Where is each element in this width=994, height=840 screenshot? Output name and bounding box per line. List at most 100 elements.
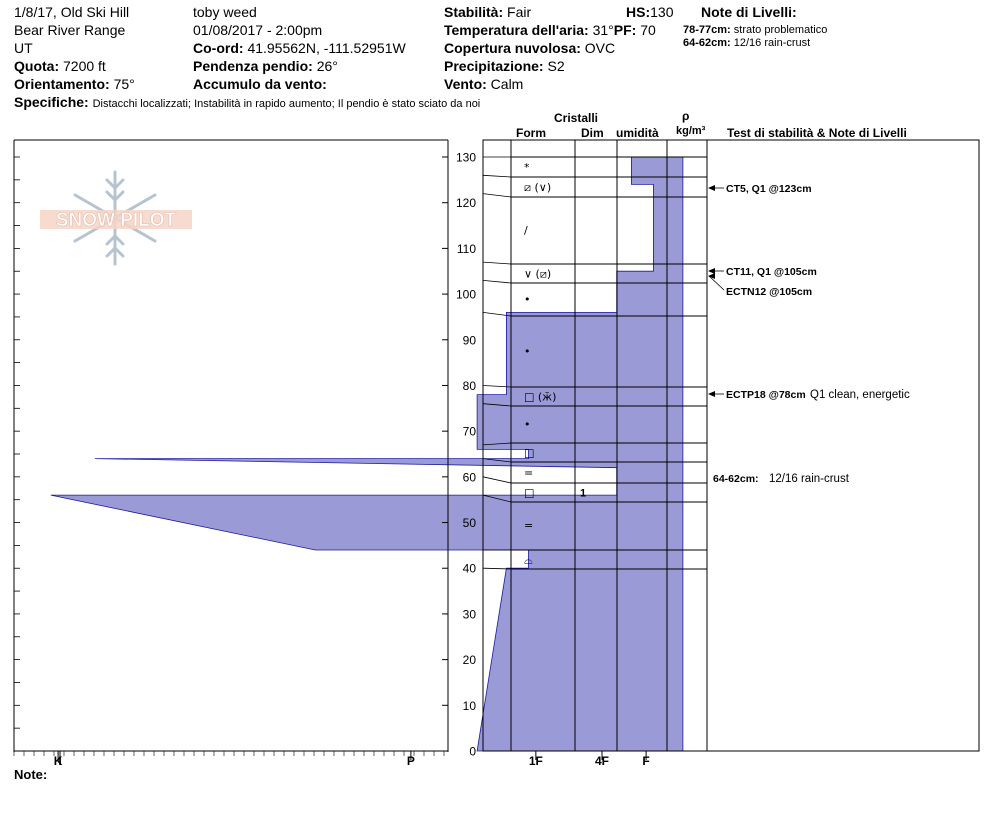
header-umidita: umidità bbox=[616, 126, 659, 140]
test-label: ECTN12 @105cm bbox=[726, 286, 812, 298]
header-rho: ρ bbox=[682, 109, 690, 123]
header-form: Form bbox=[516, 126, 546, 140]
hardness-profile-area bbox=[50, 156, 684, 752]
depth-tick-label: 20 bbox=[463, 653, 477, 667]
grain-form-symbol: * bbox=[524, 161, 530, 174]
grain-form-symbol: / bbox=[524, 224, 528, 237]
stab-row: Stabilità: Fair bbox=[444, 4, 531, 20]
grain-form-symbol: ⌓ bbox=[524, 554, 533, 567]
depth-tick-label: 30 bbox=[463, 607, 477, 621]
depth-tick-label: 80 bbox=[463, 379, 477, 393]
snowpilot-logo: SNOW PILOT bbox=[40, 170, 192, 266]
note-label: Note: bbox=[14, 767, 48, 782]
hs-row: HS:130 bbox=[626, 4, 673, 20]
depth-tick-label: 10 bbox=[463, 699, 477, 713]
layer-connector bbox=[482, 458, 512, 463]
depth-tick-label: 90 bbox=[463, 333, 477, 347]
coord-value: 41.95562N, -111.52951W bbox=[247, 40, 406, 56]
temp-row: Temperatura dell'aria: 31°PF: 70 bbox=[444, 22, 656, 38]
specifiche-row: Specifiche: Distacchi localizzati; Insta… bbox=[14, 94, 480, 112]
prec-row: Precipitazione: S2 bbox=[444, 58, 565, 74]
hardness-tick-label: 4F bbox=[595, 754, 609, 768]
location-line-3: UT bbox=[14, 40, 33, 56]
grain-form-symbol: ∨ (⧄) bbox=[524, 268, 551, 281]
note-livelli-2-text: 12/16 rain-crust bbox=[733, 37, 811, 49]
test-note: Q1 clean, energetic bbox=[810, 389, 910, 401]
hs-value: 130 bbox=[650, 4, 674, 20]
hardness-tick-label: K bbox=[54, 754, 63, 768]
depth-tick-label: 110 bbox=[457, 242, 476, 256]
quota-row: Quota: 7200 ft bbox=[14, 58, 106, 74]
note-livelli-1-text: strato problematico bbox=[733, 24, 828, 36]
layer-note-text: 12/16 rain-crust bbox=[769, 473, 850, 485]
stab-value: Fair bbox=[507, 4, 532, 20]
grain-form-symbol: □ bbox=[524, 447, 534, 460]
layer-connector bbox=[482, 442, 512, 446]
hardness-profile bbox=[50, 156, 684, 752]
orient-label: Orientamento: bbox=[14, 76, 110, 92]
coord-label: Co-ord: bbox=[193, 40, 244, 56]
hardness-tick-label: F bbox=[642, 754, 649, 768]
hardness-tick-label: P bbox=[407, 754, 415, 768]
layer-connector bbox=[482, 494, 512, 503]
test-arrow-head bbox=[708, 268, 715, 274]
layer-connector bbox=[482, 476, 512, 484]
header-dim: Dim bbox=[581, 126, 604, 140]
header-density: kg/m³ bbox=[676, 125, 706, 137]
stab-label: Stabilità: bbox=[444, 4, 504, 20]
cop-label: Copertura nuvolosa: bbox=[444, 40, 581, 56]
test-label: CT11, Q1 @105cm bbox=[726, 266, 817, 278]
layer-connector bbox=[482, 385, 512, 388]
datetime: 01/08/2017 - 2:00pm bbox=[193, 22, 323, 38]
layer-connector bbox=[482, 567, 512, 570]
depth-tick-label: 120 bbox=[456, 196, 476, 210]
depth-tick-label: 60 bbox=[463, 470, 477, 484]
depth-tick-label: 70 bbox=[463, 425, 477, 439]
snowpilot-logo-text: SNOW PILOT bbox=[56, 210, 177, 231]
test-arrow-line bbox=[708, 275, 725, 291]
pendenza-row: Pendenza pendio: 26° bbox=[193, 58, 338, 74]
layer-connector bbox=[482, 280, 512, 284]
accumulo-label: Accumulo da vento: bbox=[193, 76, 327, 92]
pendenza-label: Pendenza pendio: bbox=[193, 58, 313, 74]
layer-table: * ⧄ (∨) / ∨ (⧄) • • □ (ӂ) • □ = □ 1 = ⌓ bbox=[482, 139, 980, 752]
depth-tick-label: 130 bbox=[456, 151, 476, 165]
prec-value: S2 bbox=[547, 58, 565, 74]
test-label: ECTP18 @78cm bbox=[726, 389, 806, 401]
grain-form-symbol: = bbox=[524, 467, 533, 480]
depth-tick-label: 40 bbox=[463, 562, 477, 576]
location-line-2: Bear River Range bbox=[14, 22, 126, 38]
specifiche-label: Specifiche: bbox=[14, 94, 89, 110]
prec-label: Precipitazione: bbox=[444, 58, 544, 74]
depth-tick-label: 100 bbox=[456, 288, 476, 302]
pendenza-value: 26° bbox=[316, 58, 338, 74]
vento-value: Calm bbox=[490, 76, 524, 92]
depth-tick-label: 50 bbox=[463, 516, 477, 530]
layer-connector bbox=[482, 261, 512, 265]
depth-tick-label: 0 bbox=[469, 745, 476, 759]
hs-label: HS: bbox=[626, 4, 651, 20]
cop-value: OVC bbox=[584, 40, 616, 56]
location-line-1: 1/8/17, Old Ski Hill bbox=[14, 4, 130, 20]
grain-form-symbol: = bbox=[524, 519, 533, 532]
specifiche-value: Distacchi localizzati; Instabilità in ra… bbox=[92, 98, 481, 110]
layer-connector bbox=[482, 312, 512, 317]
grain-form-symbol: • bbox=[524, 293, 531, 306]
layer-connector bbox=[482, 193, 512, 198]
test-arrow-head bbox=[708, 273, 715, 279]
layer-note-range: 64-62cm: bbox=[713, 473, 759, 485]
note-livelli-2: 64-62cm: 12/16 rain-crust bbox=[683, 37, 810, 50]
header-tests: Test di stabilità & Note di Livelli bbox=[727, 126, 907, 140]
quota-label: Quota: bbox=[14, 58, 60, 74]
test-arrow-head bbox=[708, 185, 715, 191]
hardness-tick-label: I bbox=[58, 754, 61, 768]
pf-label: PF: bbox=[613, 22, 637, 38]
pf-value: 70 bbox=[640, 22, 656, 38]
note-livelli-1-range: 78-77cm: bbox=[683, 24, 731, 36]
chart-axes: 0 10 20 30 40 50 60 70 80 90 100 110 120 130 IK P 1F 4F F bbox=[13, 139, 650, 768]
stability-tests: CT5, Q1 @123cm CT11, Q1 @105cm ECTN12 @105… bbox=[708, 183, 910, 485]
grain-form-symbol: □ bbox=[524, 487, 534, 500]
grain-form-symbol: • bbox=[524, 345, 531, 358]
vento-row: Vento: Calm bbox=[444, 76, 523, 92]
